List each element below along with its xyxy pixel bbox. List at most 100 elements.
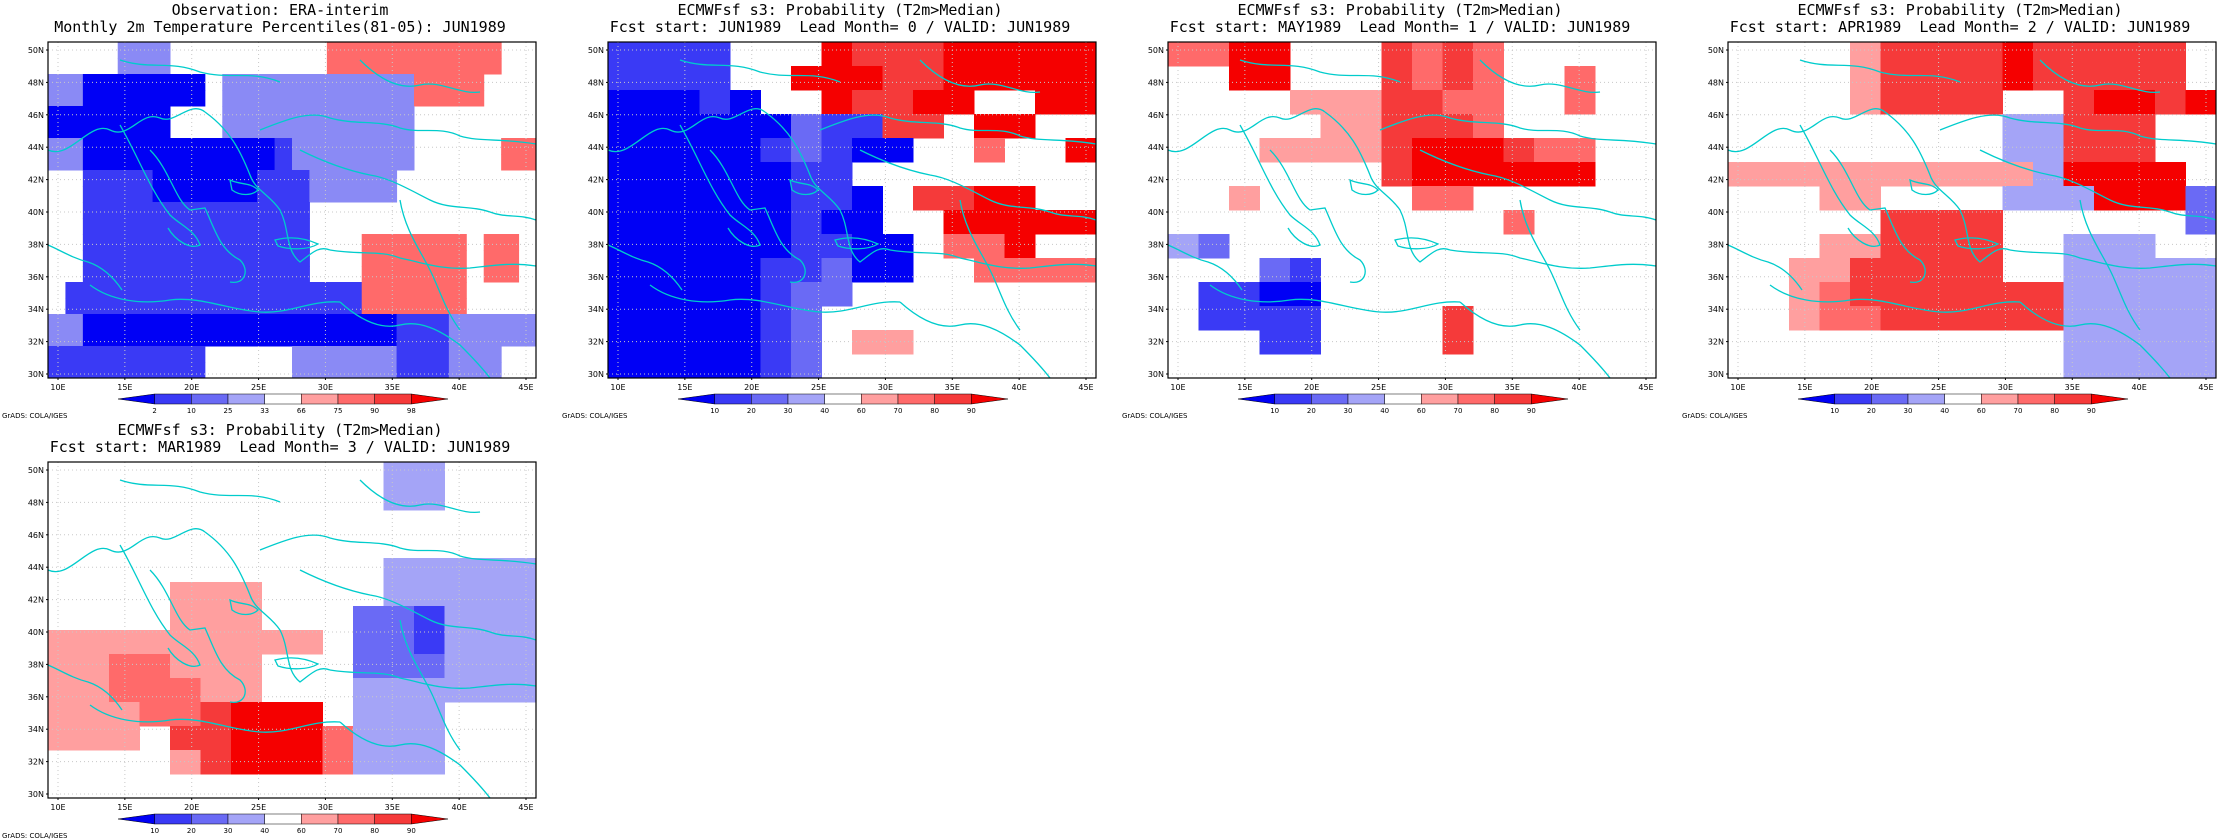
lat-tick-label: 36N — [28, 273, 44, 282]
grid-cell — [344, 154, 363, 171]
grid-cell — [2094, 306, 2125, 331]
grid-cell — [501, 330, 520, 347]
grid-cell — [1972, 210, 2003, 235]
grid-cell — [135, 250, 154, 267]
grid-cell — [100, 106, 119, 123]
grid-cell — [170, 74, 188, 91]
lat-tick-label: 32N — [588, 338, 604, 347]
grid-cell — [204, 170, 223, 187]
grid-cell — [501, 266, 520, 283]
grid-cell — [448, 330, 467, 347]
grid-cells — [608, 42, 1097, 379]
colorbar-label: 80 — [2050, 407, 2059, 415]
grid-cell — [974, 138, 1005, 163]
grid-cell — [1004, 114, 1036, 139]
grid-cell — [1880, 234, 1912, 259]
grid-cell — [448, 314, 467, 331]
colorbar-label: 10 — [710, 407, 719, 415]
grid-cell — [152, 218, 171, 235]
grid-cell — [791, 258, 822, 283]
lat-tick-label: 48N — [1708, 78, 1724, 87]
grid-cell — [309, 282, 328, 299]
coastline — [339, 301, 491, 379]
grid-cell — [117, 170, 136, 187]
grid-cell — [1941, 162, 1973, 187]
grid-cell — [2185, 258, 2217, 283]
grid-cell — [135, 202, 154, 219]
grid-cell — [361, 250, 380, 267]
lat-tick-label: 40N — [28, 628, 44, 637]
grid-cell — [913, 114, 944, 139]
grid-cell — [170, 678, 201, 703]
grid-cell — [257, 202, 276, 219]
colorbar-label: 30 — [1904, 407, 1913, 415]
coastline — [679, 124, 761, 247]
grid-cell — [882, 90, 914, 115]
lon-tick-label: 40E — [1012, 383, 1027, 392]
grid-cell — [2063, 330, 2095, 355]
coastline — [47, 528, 206, 573]
colorbar-segment — [1274, 393, 1312, 405]
grid-cell — [1728, 162, 1759, 187]
grid-cell — [821, 282, 853, 307]
grid-cell — [344, 282, 363, 299]
grid-cell — [117, 106, 136, 123]
grid-cell — [396, 74, 415, 91]
grid-cell — [2124, 330, 2156, 355]
lat-tick-label: 30N — [28, 790, 44, 799]
colorbar-segment — [861, 393, 899, 405]
grid-cell — [483, 330, 502, 347]
grid-cell — [414, 266, 432, 283]
grid-cell — [396, 58, 415, 75]
grid-cell — [117, 186, 136, 203]
grid-cell — [2094, 186, 2125, 211]
coastline — [1799, 124, 1881, 247]
grid-cell — [117, 138, 136, 155]
grid-cell — [760, 162, 792, 187]
lon-tick-label: 45E — [2198, 383, 2213, 392]
grid-cell — [730, 210, 761, 235]
lat-tick-label: 42N — [588, 176, 604, 185]
coastline — [399, 619, 461, 751]
grid-cell — [448, 250, 467, 267]
grid-cell — [135, 266, 154, 283]
coastline — [89, 284, 341, 313]
grid-cell — [2185, 330, 2217, 355]
coastline — [1324, 111, 1451, 263]
grid-cell — [48, 702, 79, 727]
grid-cell — [699, 66, 731, 91]
grid-cell — [414, 74, 432, 91]
grid-cell — [135, 330, 154, 347]
coastline — [399, 199, 461, 331]
grid-cell — [2002, 306, 2034, 331]
lon-tick-label: 10E — [50, 383, 65, 392]
grid-cell — [204, 202, 223, 219]
grid-cell — [65, 314, 84, 331]
grid-cell — [257, 186, 276, 203]
coastline — [1209, 284, 1461, 313]
grid-cell — [2002, 282, 2034, 307]
grid-cell — [730, 114, 761, 139]
lat-tick-label: 34N — [588, 305, 604, 314]
grid-cell — [257, 330, 276, 347]
grid-cell — [326, 90, 345, 107]
grid-cell — [2002, 186, 2034, 211]
colorbar-label: 2 — [152, 407, 156, 415]
grid-cell — [1850, 90, 1881, 115]
coastline — [119, 59, 281, 83]
colorbar-segment — [1834, 393, 1872, 405]
grid-cell — [1290, 90, 1321, 115]
coastline — [1884, 111, 2011, 263]
grid-cells — [1728, 42, 2217, 379]
grid-cell — [353, 678, 384, 703]
grid-cell — [309, 362, 328, 379]
grid-cell — [730, 162, 761, 187]
lat-tick-label: 36N — [588, 273, 604, 282]
grid-cell — [204, 298, 223, 315]
grid-cell — [257, 74, 276, 91]
grid-cell — [152, 42, 171, 59]
colorbar-label: 30 — [224, 827, 233, 835]
grid-cell — [261, 750, 293, 775]
grid-cell — [204, 314, 223, 331]
panel-title: ECMWFsf s3: Probability (T2m>Median) — [677, 1, 1003, 19]
